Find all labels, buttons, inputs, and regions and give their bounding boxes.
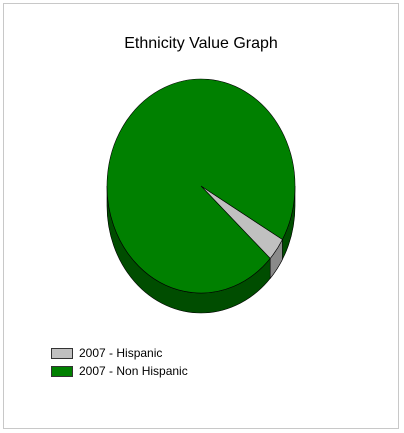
chart-title: Ethnicity Value Graph: [124, 35, 278, 52]
legend-swatch-non-hispanic: [51, 365, 73, 377]
pie-chart: [106, 78, 296, 314]
legend-label-non-hispanic: 2007 - Non Hispanic: [79, 364, 188, 378]
legend: 2007 - Hispanic 2007 - Non Hispanic: [51, 344, 188, 380]
legend-swatch-hispanic: [51, 347, 73, 359]
chart-panel: Ethnicity Value Graph 2007 - Hispanic 20…: [3, 3, 399, 429]
legend-label-hispanic: 2007 - Hispanic: [79, 346, 163, 360]
legend-item-non-hispanic: 2007 - Non Hispanic: [51, 362, 188, 380]
legend-item-hispanic: 2007 - Hispanic: [51, 344, 188, 362]
pie-slice-non-hispanic: [106, 78, 296, 294]
